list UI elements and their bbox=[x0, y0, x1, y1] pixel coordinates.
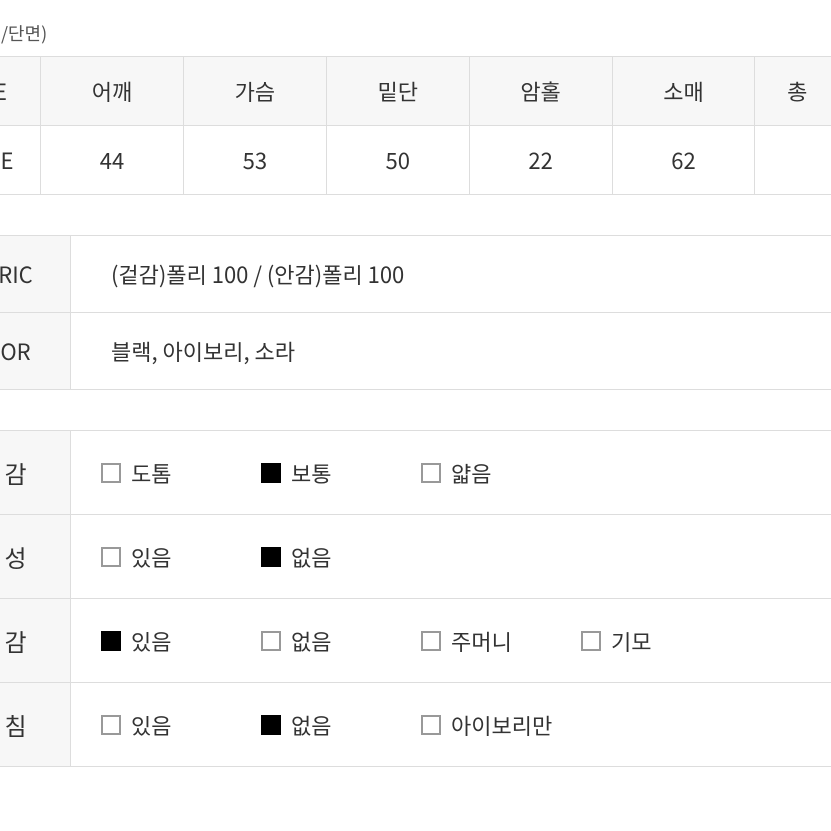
option: 있음 bbox=[101, 709, 211, 741]
option-list: 있음 없음 bbox=[101, 541, 831, 573]
size-header: 어깨 bbox=[41, 57, 184, 126]
size-header: 암홀 bbox=[469, 57, 612, 126]
checkbox-icon bbox=[421, 463, 441, 483]
option: 없음 bbox=[261, 541, 371, 573]
prop-label: 감 bbox=[0, 431, 71, 515]
option: 아이보리만 bbox=[421, 709, 552, 741]
option: 주머니 bbox=[421, 625, 531, 657]
option-text: 있음 bbox=[131, 625, 171, 657]
size-table: E 어깨 가슴 밑단 암홀 소매 총 EE 44 53 50 22 62 bbox=[0, 56, 831, 195]
option: 얇음 bbox=[421, 457, 531, 489]
option-list: 있음 없음 주머니 기모 bbox=[101, 625, 831, 657]
size-row-label: EE bbox=[0, 126, 41, 195]
size-header: E bbox=[0, 57, 41, 126]
size-cell: 44 bbox=[41, 126, 184, 195]
prop-row: 감 도톰 보통 얇음 bbox=[0, 431, 831, 515]
checkbox-icon bbox=[421, 715, 441, 735]
size-header: 가슴 bbox=[183, 57, 326, 126]
option-text: 기모 bbox=[611, 625, 651, 657]
prop-options-cell: 도톰 보통 얇음 bbox=[71, 431, 831, 515]
color-label: OR bbox=[0, 313, 71, 390]
option: 있음 bbox=[101, 625, 211, 657]
option: 없음 bbox=[261, 625, 371, 657]
prop-options-cell: 있음 없음 아이보리만 bbox=[71, 683, 831, 767]
prop-label: 감 bbox=[0, 599, 71, 683]
size-header: 총 bbox=[755, 57, 831, 126]
checkbox-icon bbox=[101, 715, 121, 735]
prop-options-cell: 있음 없음 주머니 기모 bbox=[71, 599, 831, 683]
info-row-color: OR 블랙, 아이보리, 소라 bbox=[0, 313, 831, 390]
option-text: 보통 bbox=[291, 457, 331, 489]
option-text: 도톰 bbox=[131, 457, 171, 489]
size-header: 소매 bbox=[612, 57, 755, 126]
info-table: RIC (겉감)폴리 100 / (안감)폴리 100 OR 블랙, 아이보리,… bbox=[0, 235, 831, 390]
option-text: 없음 bbox=[291, 541, 331, 573]
size-cell: 50 bbox=[326, 126, 469, 195]
checkbox-checked-icon bbox=[261, 547, 281, 567]
option: 있음 bbox=[101, 541, 211, 573]
info-row-fabric: RIC (겉감)폴리 100 / (안감)폴리 100 bbox=[0, 236, 831, 313]
size-cell: 22 bbox=[469, 126, 612, 195]
checkbox-icon bbox=[101, 463, 121, 483]
checkbox-checked-icon bbox=[101, 631, 121, 651]
option-text: 아이보리만 bbox=[451, 709, 552, 741]
size-cell: 53 bbox=[183, 126, 326, 195]
option: 보통 bbox=[261, 457, 371, 489]
size-cell bbox=[755, 126, 831, 195]
prop-label: 성 bbox=[0, 515, 71, 599]
option-text: 있음 bbox=[131, 541, 171, 573]
color-value: 블랙, 아이보리, 소라 bbox=[71, 313, 831, 390]
prop-row: 감 있음 없음 주머니 기모 bbox=[0, 599, 831, 683]
option-text: 있음 bbox=[131, 709, 171, 741]
prop-label: 침 bbox=[0, 683, 71, 767]
checkbox-icon bbox=[101, 547, 121, 567]
prop-row: 침 있음 없음 아이보리만 bbox=[0, 683, 831, 767]
option-list: 도톰 보통 얇음 bbox=[101, 457, 831, 489]
size-header-row: E 어깨 가슴 밑단 암홀 소매 총 bbox=[0, 57, 831, 126]
checkbox-checked-icon bbox=[261, 463, 281, 483]
checkbox-icon bbox=[581, 631, 601, 651]
size-cell: 62 bbox=[612, 126, 755, 195]
option-text: 없음 bbox=[291, 709, 331, 741]
option-text: 없음 bbox=[291, 625, 331, 657]
option: 기모 bbox=[581, 625, 691, 657]
unit-label: n/단면) bbox=[0, 0, 831, 56]
option-list: 있음 없음 아이보리만 bbox=[101, 709, 831, 741]
fabric-label: RIC bbox=[0, 236, 71, 313]
checkbox-icon bbox=[261, 631, 281, 651]
properties-table: 감 도톰 보통 얇음 성 있음 없음 감 있음 bbox=[0, 430, 831, 767]
option: 도톰 bbox=[101, 457, 211, 489]
option-text: 주머니 bbox=[451, 625, 512, 657]
size-data-row: EE 44 53 50 22 62 bbox=[0, 126, 831, 195]
checkbox-icon bbox=[421, 631, 441, 651]
prop-row: 성 있음 없음 bbox=[0, 515, 831, 599]
option-text: 얇음 bbox=[451, 457, 491, 489]
option: 없음 bbox=[261, 709, 371, 741]
size-header: 밑단 bbox=[326, 57, 469, 126]
checkbox-checked-icon bbox=[261, 715, 281, 735]
prop-options-cell: 있음 없음 bbox=[71, 515, 831, 599]
fabric-value: (겉감)폴리 100 / (안감)폴리 100 bbox=[71, 236, 831, 313]
